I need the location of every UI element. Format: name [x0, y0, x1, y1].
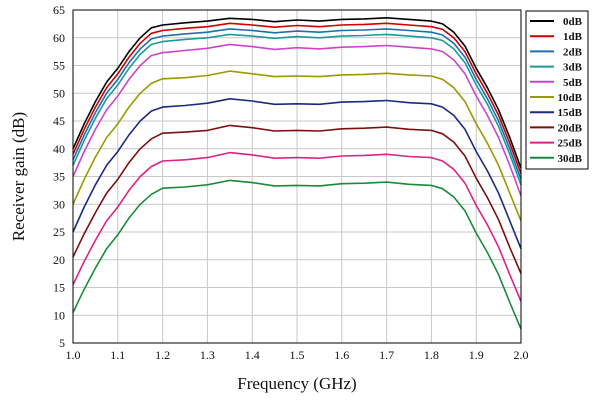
y-tick-label: 55	[53, 59, 65, 73]
y-tick-label: 30	[53, 197, 65, 211]
series-line-25dB	[72, 151, 522, 302]
legend-label: 30dB	[558, 153, 583, 165]
legend: 0dB 1dB 2dB 3dB 5dB 10dB 15dB 20dB 25dB 30dB	[525, 10, 589, 170]
y-axis-title: Receiver gain (dB)	[9, 112, 28, 241]
x-tick-labels: 1.0 1.1 1.2 1.3 1.4 1.5 1.6 1.7 1.8 1.9 2.0	[66, 348, 529, 362]
y-tick-label: 35	[53, 170, 65, 184]
series-line-1dB	[72, 22, 522, 174]
x-tick-label: 1.9	[469, 348, 484, 362]
y-tick-label: 45	[53, 114, 65, 128]
x-tick-label: 2.0	[514, 348, 529, 362]
y-tick-label: 65	[53, 3, 65, 17]
legend-label: 20dB	[558, 122, 583, 134]
y-tick-label: 5	[59, 336, 65, 350]
x-tick-label: 1.3	[200, 348, 215, 362]
y-tick-label: 25	[53, 225, 65, 239]
legend-label: 1dB	[563, 31, 583, 43]
y-tick-label: 40	[53, 142, 65, 156]
series-line-2dB	[72, 28, 522, 180]
y-tick-label: 50	[53, 86, 65, 100]
x-tick-label: 1.5	[290, 348, 305, 362]
y-tick-label: 60	[53, 31, 65, 45]
series-line-10dB	[72, 70, 522, 222]
series-line-5dB	[72, 43, 522, 197]
series-line-20dB	[72, 124, 522, 274]
series-line-15dB	[72, 98, 522, 249]
x-axis-title: Frequency (GHz)	[237, 374, 356, 393]
legend-label: 2dB	[563, 46, 583, 58]
legend-label: 25dB	[558, 138, 583, 150]
x-tick-label: 1.7	[379, 348, 394, 362]
legend-label: 3dB	[563, 62, 583, 74]
y-tick-labels: 5 10 15 20 25 30 35 40 45 50 55 60 65	[53, 3, 65, 350]
legend-label: 5dB	[563, 77, 583, 89]
y-tick-label: 10	[53, 308, 65, 322]
y-tick-label: 15	[53, 281, 65, 295]
plot-frame	[72, 9, 522, 344]
x-tick-label: 1.6	[334, 348, 349, 362]
series-lines	[72, 16, 522, 330]
legend-label: 10dB	[558, 92, 583, 104]
x-tick-label: 1.2	[155, 348, 170, 362]
series-line-0dB	[72, 16, 522, 169]
x-tick-label: 1.0	[66, 348, 81, 362]
series-line-3dB	[72, 33, 522, 186]
x-tick-label: 1.8	[424, 348, 439, 362]
series-line-30dB	[72, 179, 522, 330]
x-tick-label: 1.4	[245, 348, 260, 362]
legend-label: 0dB	[563, 16, 583, 28]
y-tick-label: 20	[53, 253, 65, 267]
legend-label: 15dB	[558, 107, 583, 119]
x-tick-label: 1.1	[110, 348, 125, 362]
